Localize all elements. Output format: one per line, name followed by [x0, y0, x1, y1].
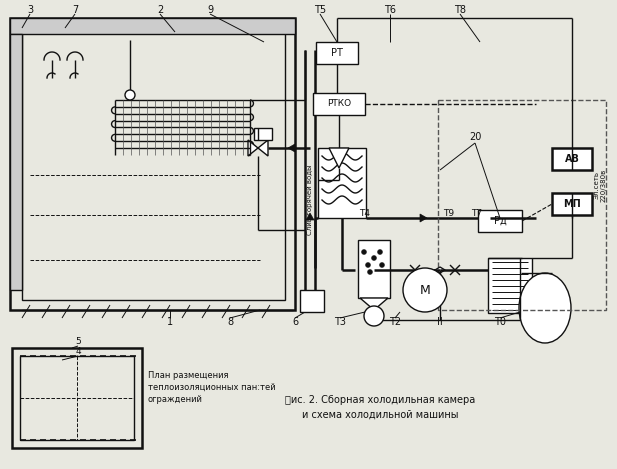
- Text: 8: 8: [227, 317, 233, 327]
- Bar: [12, 348, 142, 448]
- Text: теплоизоляционных пан:тей: теплоизоляционных пан:тей: [148, 383, 276, 392]
- Text: 9: 9: [207, 5, 213, 15]
- Bar: [10, 34, 22, 290]
- Text: Т8: Т8: [454, 5, 466, 15]
- Polygon shape: [258, 140, 268, 156]
- Bar: [552, 148, 592, 170]
- Bar: [10, 18, 295, 34]
- Text: Т9: Т9: [444, 209, 455, 218]
- Circle shape: [378, 250, 383, 255]
- Text: ограждений: ограждений: [148, 394, 203, 403]
- Polygon shape: [435, 267, 445, 273]
- Text: РТ: РТ: [331, 48, 343, 58]
- Circle shape: [368, 270, 373, 274]
- Text: и схема холодильной машины: и схема холодильной машины: [302, 410, 458, 420]
- Bar: [300, 290, 324, 312]
- Text: Рд: Рд: [494, 216, 507, 226]
- Text: Т5: Т5: [314, 5, 326, 15]
- Circle shape: [362, 250, 366, 255]
- Ellipse shape: [519, 273, 571, 343]
- Text: М: М: [420, 283, 431, 296]
- Text: МП: МП: [563, 199, 581, 209]
- Polygon shape: [306, 213, 314, 220]
- Text: 20: 20: [469, 132, 481, 142]
- Text: 2: 2: [157, 5, 163, 15]
- Bar: [313, 93, 365, 115]
- Circle shape: [364, 306, 384, 326]
- Polygon shape: [329, 148, 349, 168]
- Circle shape: [379, 263, 384, 267]
- Bar: [358, 240, 390, 298]
- Text: 1: 1: [167, 317, 173, 327]
- Bar: [254, 128, 272, 140]
- Text: 6: 6: [292, 317, 298, 327]
- Bar: [438, 100, 606, 310]
- Bar: [488, 258, 532, 313]
- Text: РТКО: РТКО: [327, 99, 351, 108]
- Bar: [552, 193, 592, 215]
- Polygon shape: [248, 140, 258, 156]
- Bar: [318, 148, 366, 218]
- Text: Т7: Т7: [471, 209, 482, 218]
- Bar: [20, 356, 134, 440]
- Circle shape: [403, 268, 447, 312]
- Bar: [10, 18, 295, 310]
- Polygon shape: [288, 144, 295, 152]
- Text: Т0: Т0: [494, 317, 506, 327]
- Bar: [22, 28, 285, 300]
- Text: Т2: Т2: [389, 317, 401, 327]
- Text: План размещения: План размещения: [148, 371, 228, 379]
- Circle shape: [125, 90, 135, 100]
- Text: 3: 3: [27, 5, 33, 15]
- Text: 5: 5: [75, 338, 81, 347]
- Text: 䈏ис. 2. Сборная холодильная камера: 䈏ис. 2. Сборная холодильная камера: [285, 395, 475, 405]
- Text: Т3: Т3: [334, 317, 346, 327]
- Text: Слив горячей воды: Слив горячей воды: [307, 165, 313, 235]
- Circle shape: [365, 263, 370, 267]
- Bar: [478, 210, 522, 232]
- Text: Т6: Т6: [384, 5, 396, 15]
- Text: Эл.сеть
220/380в: Эл.сеть 220/380в: [594, 168, 607, 202]
- Text: АВ: АВ: [565, 154, 579, 164]
- Text: Т4: Т4: [360, 209, 370, 218]
- Text: 7: 7: [72, 5, 78, 15]
- Polygon shape: [420, 214, 427, 222]
- Text: ΙΙ: ΙΙ: [437, 317, 443, 327]
- Polygon shape: [360, 298, 388, 310]
- Text: 4: 4: [75, 348, 81, 356]
- Bar: [316, 42, 358, 64]
- Circle shape: [371, 256, 376, 260]
